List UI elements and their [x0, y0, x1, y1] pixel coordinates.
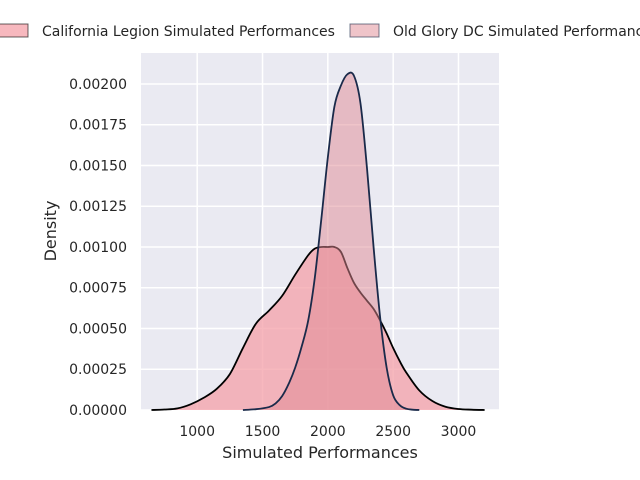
- x-tick-label: 1500: [245, 424, 281, 440]
- y-tick-label: 0.00125: [69, 199, 127, 215]
- x-tick-label: 2000: [310, 424, 346, 440]
- y-tick-label: 0.00000: [69, 403, 127, 419]
- legend-label: Old Glory DC Simulated Performances: [393, 24, 640, 40]
- legend: California Legion Simulated Performances…: [0, 23, 640, 40]
- x-tick-label: 3000: [441, 424, 477, 440]
- y-axis-label: Density: [41, 201, 60, 262]
- y-tick-label: 0.00025: [69, 362, 127, 378]
- density-area-2: [242, 72, 420, 410]
- density-line-2: [242, 71, 420, 411]
- x-tick-label: 1000: [179, 424, 215, 440]
- legend-swatch: [349, 23, 380, 38]
- y-tick-label: 0.00150: [69, 158, 127, 174]
- y-tick-label: 0.00050: [69, 321, 127, 337]
- y-tick-label: 0.00100: [69, 240, 127, 256]
- x-axis-label: Simulated Performances: [222, 443, 418, 462]
- density-areas: [151, 71, 485, 411]
- y-tick-labels: 0.00000 0.00025 0.00050 0.00075 0.00100 0.001…: [69, 77, 127, 419]
- y-tick-label: 0.00200: [69, 77, 127, 93]
- x-tick-label: 2500: [375, 424, 411, 440]
- legend-swatch: [0, 23, 29, 38]
- legend-label: California Legion Simulated Performances: [42, 24, 335, 40]
- x-tick-labels: 1000 1500 2000 2500 3000: [179, 424, 476, 440]
- y-tick-label: 0.00075: [69, 281, 127, 297]
- y-tick-label: 0.00175: [69, 118, 127, 134]
